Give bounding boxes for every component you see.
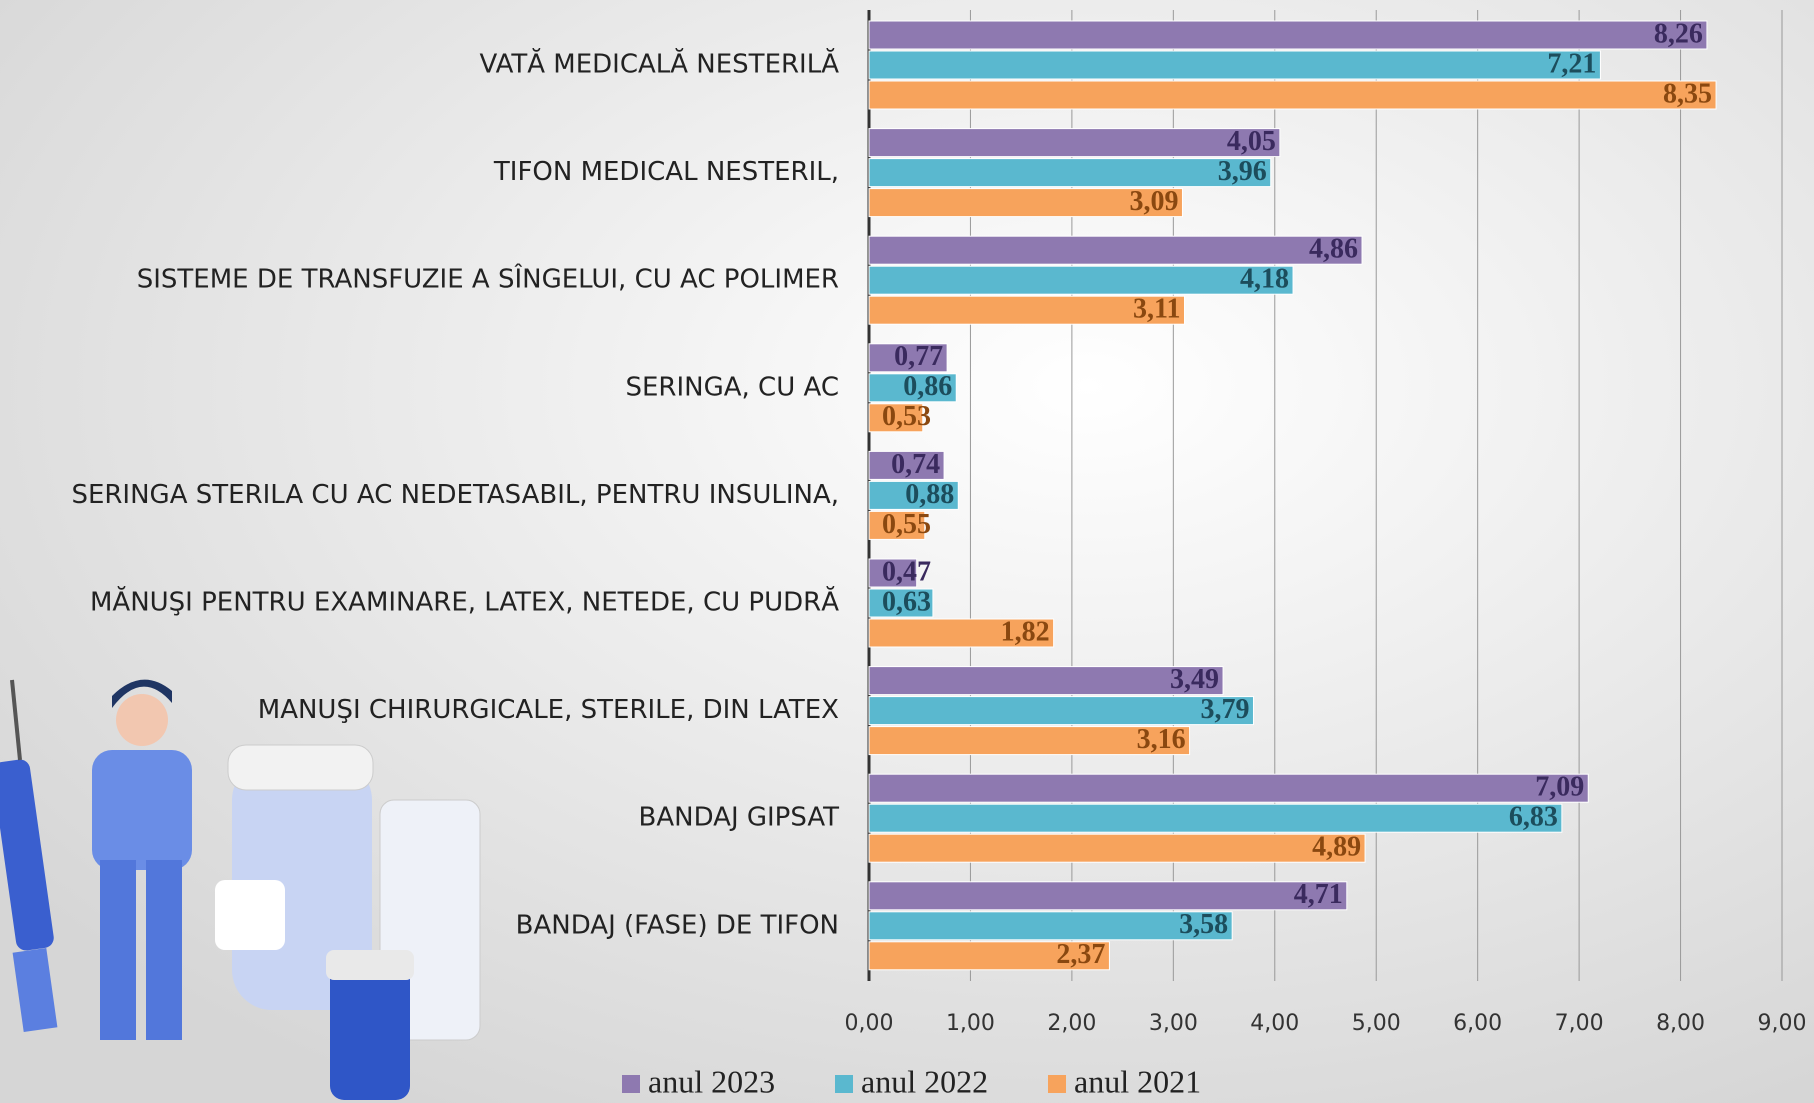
value-label: 0,74 xyxy=(891,449,940,480)
bar xyxy=(868,295,1185,325)
bar xyxy=(868,188,1183,218)
category-label: TIFON MEDICAL NESTERIL, xyxy=(493,157,839,187)
bar xyxy=(868,450,945,480)
value-label: 3,11 xyxy=(1133,294,1180,325)
bar xyxy=(868,403,924,433)
x-tick-label: 5,00 xyxy=(1352,1011,1401,1036)
value-label: 3,09 xyxy=(1129,186,1178,217)
x-tick-label: 8,00 xyxy=(1656,1011,1705,1036)
x-tick-label: 0,00 xyxy=(845,1011,894,1036)
value-label: 0,77 xyxy=(894,341,943,372)
category-label: SERINGA STERILA CU AC NEDETASABIL, PENTR… xyxy=(71,480,839,510)
value-label: 4,18 xyxy=(1240,264,1289,295)
legend-label: anul 2022 xyxy=(861,1063,988,1099)
bar xyxy=(868,480,959,510)
x-tick-label: 2,00 xyxy=(1047,1011,1096,1036)
value-label: 1,82 xyxy=(1001,616,1050,647)
value-label: 0,53 xyxy=(882,401,931,432)
bar xyxy=(868,158,1272,188)
x-tick-label: 6,00 xyxy=(1453,1011,1502,1036)
x-tick-label: 3,00 xyxy=(1149,1011,1198,1036)
bar xyxy=(868,80,1717,110)
bar xyxy=(868,558,918,588)
value-label: 0,63 xyxy=(882,586,931,617)
bar xyxy=(868,128,1281,158)
category-label: BANDAJ GIPSAT xyxy=(639,803,840,833)
bar xyxy=(868,941,1110,971)
x-tick-label: 4,00 xyxy=(1250,1011,1299,1036)
bar xyxy=(868,803,1563,833)
bar xyxy=(868,911,1233,941)
category-label: MANUŞI CHIRURGICALE, STERILE, DIN LATEX xyxy=(258,695,839,725)
bar xyxy=(868,343,948,373)
bar xyxy=(868,773,1589,803)
bar xyxy=(868,833,1366,863)
value-label: 8,35 xyxy=(1663,78,1712,109)
category-label: VATĂ MEDICALĂ NESTERILĂ xyxy=(479,47,839,80)
legend-label: anul 2021 xyxy=(1074,1063,1201,1099)
bar xyxy=(868,510,926,540)
bar xyxy=(868,373,957,403)
bar xyxy=(868,265,1294,295)
legend-swatch xyxy=(835,1075,853,1093)
bar xyxy=(868,235,1363,265)
value-label: 4,86 xyxy=(1309,234,1358,265)
bar xyxy=(868,618,1055,648)
legend-label: anul 2023 xyxy=(648,1063,775,1099)
x-tick-label: 7,00 xyxy=(1555,1011,1604,1036)
category-label: BANDAJ (FASE) DE TIFON xyxy=(516,910,839,940)
value-label: 4,05 xyxy=(1227,126,1276,157)
value-label: 0,88 xyxy=(905,479,954,510)
bar xyxy=(868,881,1348,911)
value-label: 0,47 xyxy=(882,556,931,587)
value-label: 8,26 xyxy=(1654,18,1703,49)
bar xyxy=(868,726,1191,756)
illustration xyxy=(0,679,481,1100)
bar xyxy=(868,588,934,618)
value-label: 4,89 xyxy=(1312,832,1361,863)
value-label: 3,96 xyxy=(1218,156,1267,187)
legend-swatch xyxy=(622,1075,640,1093)
value-label: 0,86 xyxy=(903,371,952,402)
bar xyxy=(868,666,1224,696)
value-label: 3,58 xyxy=(1179,909,1228,940)
value-label: 0,55 xyxy=(882,509,931,540)
x-tick-label: 9,00 xyxy=(1758,1011,1807,1036)
category-label: SERINGA, CU AC xyxy=(625,372,839,402)
value-label: 7,09 xyxy=(1535,772,1584,803)
value-label: 6,83 xyxy=(1509,802,1558,833)
bar xyxy=(868,696,1254,726)
value-label: 2,37 xyxy=(1056,939,1105,970)
bar xyxy=(868,50,1601,80)
category-label: SISTEME DE TRANSFUZIE A SÎNGELUI, CU AC … xyxy=(137,263,839,295)
legend-swatch xyxy=(1048,1075,1066,1093)
bar xyxy=(868,20,1708,50)
value-label: 3,49 xyxy=(1170,664,1219,695)
value-label: 4,71 xyxy=(1294,879,1343,910)
value-label: 3,79 xyxy=(1200,694,1249,725)
category-label: MĂNUŞI PENTRU EXAMINARE, LATEX, NETEDE, … xyxy=(90,585,839,618)
x-tick-label: 1,00 xyxy=(946,1011,995,1036)
value-label: 3,16 xyxy=(1137,724,1186,755)
value-label: 7,21 xyxy=(1547,48,1596,79)
